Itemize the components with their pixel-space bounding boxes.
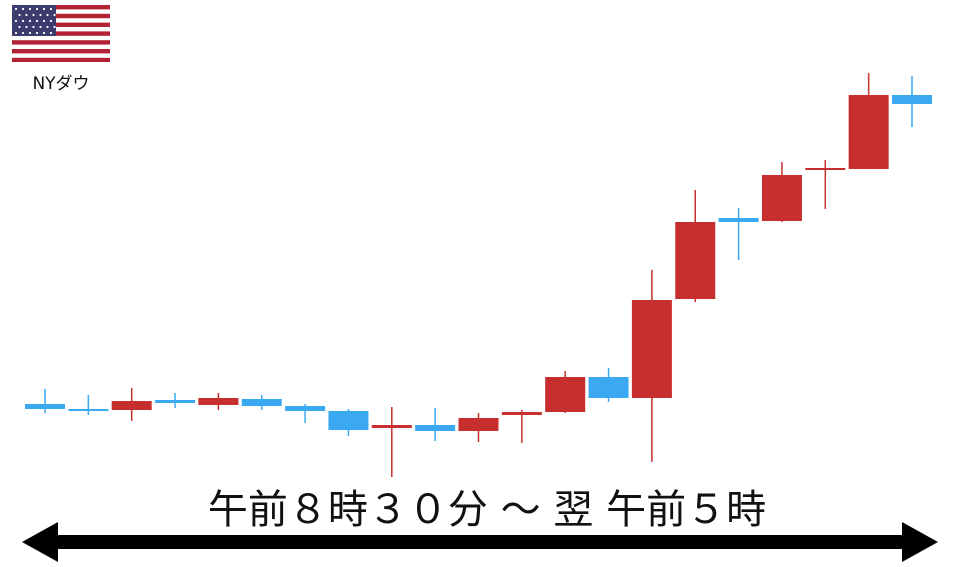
candle-body — [458, 418, 499, 431]
candle-body — [805, 168, 846, 170]
time-range-caption: 午前８時３０分 ～ 翌 午前５時 — [208, 487, 766, 533]
candle-body — [718, 218, 759, 222]
candle-body — [155, 400, 196, 403]
candle-body — [371, 425, 412, 428]
candle-body — [198, 398, 239, 405]
candle-body — [675, 222, 716, 299]
candle-body — [545, 377, 586, 412]
candle-body — [761, 175, 802, 221]
instrument-label: NYダウ — [32, 74, 89, 94]
candle-body — [111, 401, 152, 410]
candle-body — [848, 95, 889, 169]
candle-body — [25, 404, 65, 409]
candle-body — [588, 377, 629, 398]
candle-body — [501, 412, 542, 415]
time-range-arrow — [22, 522, 938, 562]
candle-body — [892, 95, 932, 104]
candle-body — [285, 406, 326, 411]
candle-body — [631, 300, 672, 398]
candle-body — [328, 411, 369, 430]
candle-body — [68, 409, 109, 411]
candle-body — [415, 425, 456, 431]
us-flag — [12, 5, 110, 62]
candle-body — [241, 399, 282, 406]
